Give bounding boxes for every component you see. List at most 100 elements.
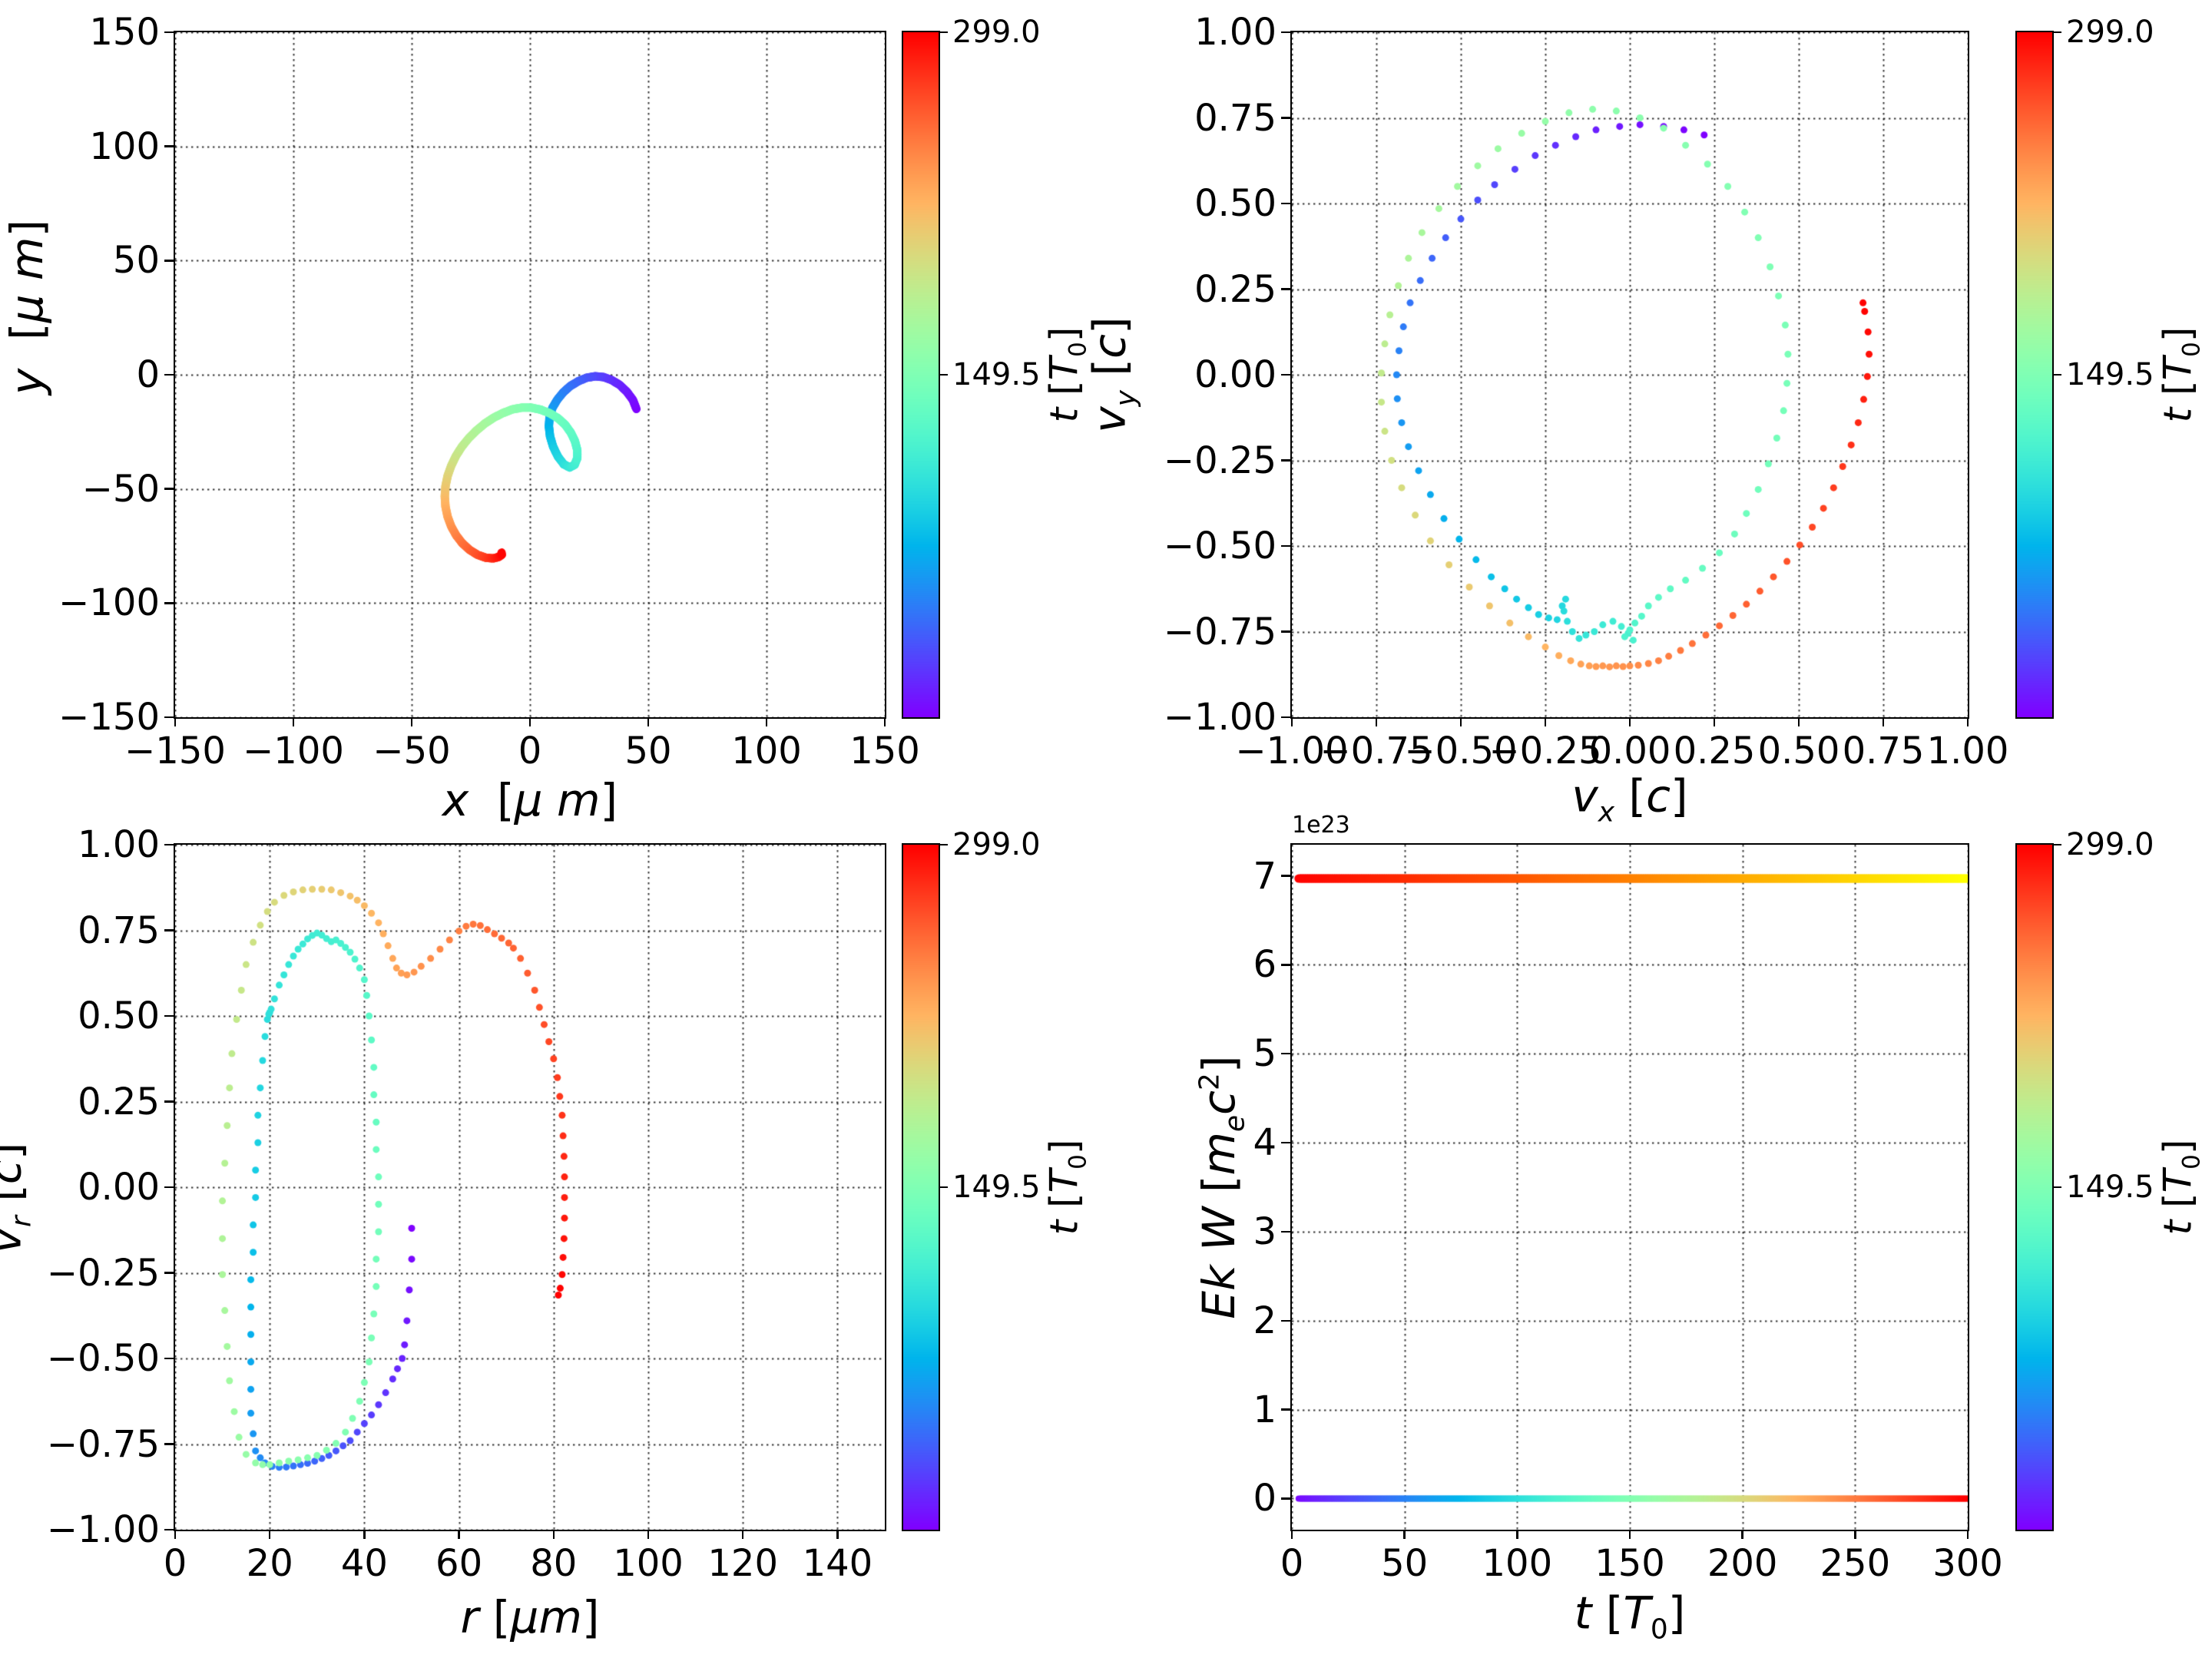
x-tick-mark <box>410 717 413 726</box>
y-tick-mark <box>1281 1497 1290 1500</box>
y-tick-label: 1 <box>1253 1388 1277 1431</box>
x-axis-label: r [μm] <box>460 1591 600 1643</box>
y-tick-mark <box>164 1014 174 1017</box>
y-tick-label: 50 <box>112 239 160 283</box>
plot-area-canvas <box>174 31 885 717</box>
x-tick-label: 150 <box>849 730 920 773</box>
x-tick-label: 0.00 <box>1588 730 1671 773</box>
x-tick-label: 100 <box>613 1542 684 1585</box>
y-tick-label: −0.25 <box>1163 438 1277 482</box>
x-tick-mark <box>1290 1530 1293 1539</box>
x-tick-label: 0.50 <box>1757 730 1840 773</box>
x-tick-mark <box>458 1530 460 1539</box>
y-tick-label: 0.25 <box>1194 267 1277 311</box>
x-tick-mark <box>174 717 177 726</box>
y-tick-label: 0 <box>1253 1477 1277 1520</box>
colorbar-tick-mark <box>940 843 948 846</box>
plot-area-canvas <box>1291 31 1968 717</box>
x-tick-mark <box>1882 717 1885 726</box>
x-tick-label: −0.75 <box>1320 730 1433 773</box>
colorbar-tick-label: 299.0 <box>2066 827 2154 862</box>
x-tick-mark <box>292 717 295 726</box>
x-tick-mark <box>1854 1530 1856 1539</box>
x-tick-label: 1.00 <box>1926 730 2009 773</box>
axis-offset-label: 1e23 <box>1292 812 1350 839</box>
x-tick-mark <box>1516 1530 1518 1539</box>
y-tick-mark <box>1281 117 1290 119</box>
x-tick-label: 80 <box>530 1542 578 1585</box>
x-tick-label: 60 <box>435 1542 483 1585</box>
x-tick-label: 0 <box>163 1542 187 1585</box>
colorbar-gradient <box>2016 31 2052 717</box>
y-tick-label: 7 <box>1253 854 1277 898</box>
y-axis-label: vy [c] <box>1083 316 1142 433</box>
x-tick-mark <box>1459 717 1462 726</box>
y-tick-mark <box>164 1528 174 1531</box>
x-tick-label: −0.50 <box>1404 730 1518 773</box>
y-tick-mark <box>164 373 174 376</box>
x-tick-label: 250 <box>1820 1542 1891 1585</box>
y-tick-mark <box>1281 1230 1290 1233</box>
x-tick-label: 140 <box>802 1542 873 1585</box>
x-tick-label: 300 <box>1932 1542 2003 1585</box>
y-tick-label: 0.50 <box>78 994 160 1037</box>
y-tick-label: −100 <box>58 581 160 625</box>
x-tick-mark <box>1290 717 1293 726</box>
x-tick-label: 50 <box>1381 1542 1429 1585</box>
y-tick-mark <box>1281 716 1290 719</box>
x-tick-mark <box>1403 1530 1406 1539</box>
y-tick-label: 4 <box>1253 1121 1277 1165</box>
y-tick-mark <box>1281 31 1290 34</box>
y-tick-label: −150 <box>58 696 160 739</box>
y-tick-label: 0.75 <box>78 908 160 952</box>
x-axis-label: vx [c] <box>1571 769 1688 829</box>
plot-area <box>173 842 886 1531</box>
y-tick-mark <box>164 1186 174 1189</box>
y-tick-label: 0.00 <box>1194 353 1277 396</box>
colorbar-tick-label: 149.5 <box>2066 357 2154 392</box>
x-tick-mark <box>1713 717 1716 726</box>
colorbar <box>2015 842 2054 1531</box>
x-tick-mark <box>1544 717 1547 726</box>
y-tick-mark <box>1281 288 1290 290</box>
x-tick-label: 100 <box>731 730 802 773</box>
y-tick-mark <box>164 488 174 490</box>
y-tick-label: −50 <box>81 467 160 511</box>
colorbar-label: t [T0] <box>2155 1139 2206 1236</box>
colorbar-tick-mark <box>2054 1186 2061 1189</box>
colorbar-tick-mark <box>2054 843 2061 846</box>
y-tick-label: 0 <box>136 353 160 396</box>
x-tick-mark <box>647 717 650 726</box>
y-tick-mark <box>164 1100 174 1103</box>
colorbar-tick-label: 299.0 <box>952 15 1041 50</box>
colorbar-gradient <box>902 31 939 717</box>
y-tick-mark <box>1281 1319 1290 1322</box>
x-tick-mark <box>1966 1530 1969 1539</box>
y-tick-label: −0.75 <box>46 1422 160 1466</box>
y-tick-label: 2 <box>1253 1299 1277 1342</box>
colorbar-tick-label: 149.5 <box>2066 1170 2154 1205</box>
colorbar-tick-mark <box>940 1186 948 1189</box>
x-tick-mark <box>528 717 531 726</box>
x-tick-mark <box>174 1530 177 1539</box>
y-tick-label: 1.00 <box>78 823 160 866</box>
y-tick-mark <box>164 260 174 262</box>
colorbar-tick-label: 299.0 <box>2066 15 2154 50</box>
y-tick-mark <box>164 1357 174 1360</box>
colorbar-tick-label: 299.0 <box>952 827 1041 862</box>
plot-area <box>1290 842 1969 1531</box>
x-tick-label: 0 <box>1280 1542 1304 1585</box>
x-tick-mark <box>363 1530 366 1539</box>
y-tick-label: 0.25 <box>78 1080 160 1123</box>
y-tick-mark <box>1281 630 1290 633</box>
x-tick-label: 200 <box>1707 1542 1778 1585</box>
x-tick-mark <box>1628 717 1631 726</box>
y-tick-mark <box>164 1272 174 1274</box>
y-tick-mark <box>1281 875 1290 877</box>
x-tick-mark <box>1628 1530 1631 1539</box>
x-tick-label: 40 <box>340 1542 388 1585</box>
plot-area-canvas <box>174 844 885 1530</box>
y-tick-label: −0.50 <box>1163 524 1277 567</box>
y-tick-label: −1.00 <box>46 1508 160 1551</box>
